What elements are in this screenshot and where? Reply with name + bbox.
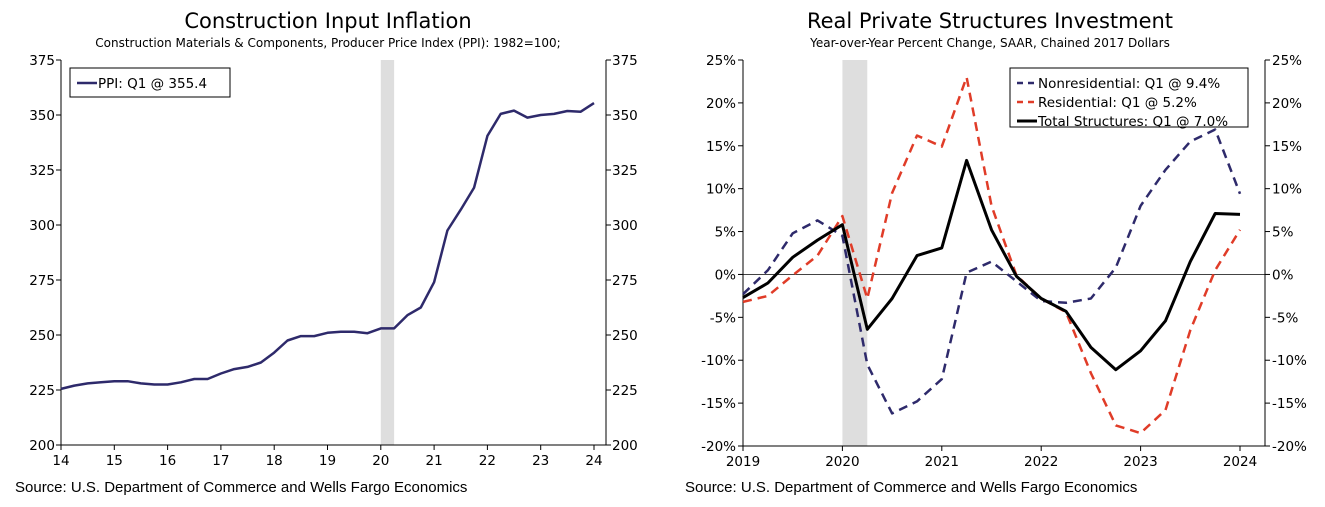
chart-title: Construction Input Inflation	[184, 9, 471, 33]
y-tick-label-right: 375	[612, 53, 638, 69]
series-line-3	[742, 158, 1241, 372]
y-tick-label-right: -5%	[1272, 310, 1298, 326]
y-tick-label: 250	[29, 328, 55, 344]
y-tick-label: -10%	[701, 353, 736, 369]
y-tick-label-right: 15%	[1272, 139, 1302, 155]
y-tick-label: 325	[29, 163, 55, 179]
x-tick-label: 15	[106, 453, 123, 469]
y-tick-label-right: -10%	[1272, 353, 1307, 369]
legend: Nonresidential: Q1 @ 9.4% Residential: Q1…	[1009, 67, 1249, 130]
y-tick-label: 200	[29, 438, 55, 454]
y-tick-label: 10%	[706, 182, 736, 198]
legend-label: Residential: Q1 @ 5.2%	[1038, 95, 1197, 111]
x-tick-label: 14	[52, 453, 69, 469]
x-tick-label: 16	[159, 453, 176, 469]
x-tick-label: 19	[319, 453, 336, 469]
y-tick-label: 5%	[715, 225, 737, 241]
y-tick-label: 15%	[706, 139, 736, 155]
recession-shading	[380, 60, 395, 445]
y-tick-label-right: 0%	[1272, 267, 1294, 283]
legend-label: Total Structures: Q1 @ 7.0%	[1037, 114, 1228, 130]
y-tick-label: 0%	[715, 267, 737, 283]
y-tick-label: -15%	[701, 396, 736, 412]
x-tick-label: 22	[479, 453, 496, 469]
chart-2: Real Private Structures Investment Year-o…	[685, 9, 1307, 496]
y-tick-label: 275	[29, 273, 55, 289]
x-tick-label: 21	[426, 453, 443, 469]
chart-subtitle: Year-over-Year Percent Change, SAAR, Cha…	[809, 36, 1170, 50]
y-tick-label-right: 20%	[1272, 96, 1302, 112]
x-tick-label: 2020	[825, 454, 859, 470]
x-tick-label: 2022	[1024, 454, 1058, 470]
chart-1: Construction Input Inflation Construction…	[15, 9, 638, 496]
y-tick-label: 375	[29, 53, 55, 69]
y-tick-label-right: -20%	[1272, 439, 1307, 455]
series-line-1	[60, 102, 595, 391]
source-note: Source: U.S. Department of Commerce and …	[15, 479, 467, 496]
y-tick-label: -5%	[710, 310, 736, 326]
y-tick-label-right: 10%	[1272, 182, 1302, 198]
y-tick-label-right: 225	[612, 383, 638, 399]
x-tick-label: 20	[372, 453, 389, 469]
chart-title: Real Private Structures Investment	[807, 9, 1173, 33]
y-tick-label-right: -15%	[1272, 396, 1307, 412]
x-tick-label: 17	[212, 453, 229, 469]
y-tick-label: 225	[29, 383, 55, 399]
y-tick-label: 300	[29, 218, 55, 234]
y-tick-label: 25%	[706, 53, 736, 69]
x-tick-label: 2024	[1223, 454, 1257, 470]
x-tick-label: 24	[585, 453, 602, 469]
legend: PPI: Q1 @ 355.4	[69, 67, 231, 98]
x-tick-label: 2023	[1123, 454, 1157, 470]
legend-label: Nonresidential: Q1 @ 9.4%	[1038, 76, 1220, 92]
y-tick-label-right: 325	[612, 163, 638, 179]
legend-box	[1009, 67, 1249, 128]
y-tick-label-right: 300	[612, 218, 638, 234]
x-tick-label: 23	[532, 453, 549, 469]
y-tick-label: 350	[29, 108, 55, 124]
series-line-2	[742, 75, 1242, 435]
y-tick-label-right: 200	[612, 438, 638, 454]
y-tick-label-right: 5%	[1272, 225, 1294, 241]
y-tick-label-right: 350	[612, 108, 638, 124]
y-tick-label-right: 250	[612, 328, 638, 344]
x-tick-label: 2021	[925, 454, 959, 470]
x-tick-label: 18	[266, 453, 283, 469]
source-note: Source: U.S. Department of Commerce and …	[685, 479, 1137, 496]
x-tick-label: 2019	[726, 454, 760, 470]
legend-label: PPI: Q1 @ 355.4	[98, 76, 207, 92]
series-line-1	[742, 128, 1242, 415]
chart-subtitle: Construction Materials & Components, Pro…	[95, 36, 560, 50]
y-tick-label-right: 275	[612, 273, 638, 289]
y-tick-label: -20%	[701, 439, 736, 455]
y-tick-label-right: 25%	[1272, 53, 1302, 69]
y-tick-label: 20%	[706, 96, 736, 112]
